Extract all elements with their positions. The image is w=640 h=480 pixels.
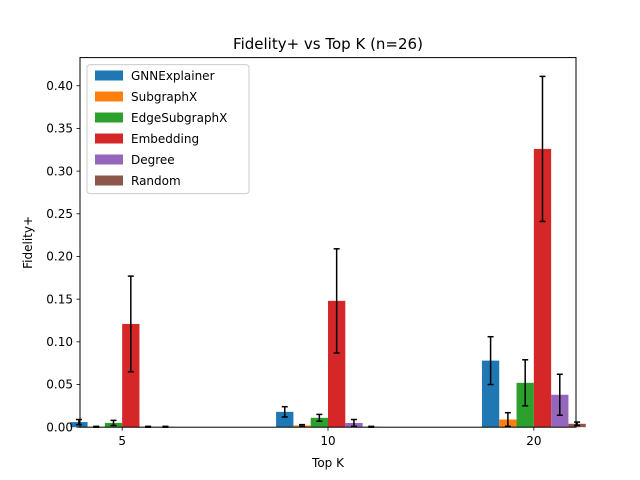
y-tick-label: 0.20: [46, 250, 73, 264]
bar-gnnexplainer-10: [276, 411, 294, 428]
legend-label: Embedding: [131, 132, 199, 146]
chart-title: Fidelity+ vs Top K (n=26): [233, 35, 423, 53]
x-axis: 5 10 20: [118, 427, 541, 448]
bar-embedding-20: [533, 148, 552, 428]
legend-label: EdgeSubgraphX: [131, 111, 227, 125]
error-bar-embedding-20: [539, 75, 546, 223]
error-bar-subgraphx-20: [504, 411, 511, 428]
legend: GNNExplainer SubgraphX EdgeSubgraphX Embedd…: [86, 64, 250, 195]
legend-label: Degree: [131, 153, 175, 167]
x-tick-label: 20: [526, 434, 541, 448]
bar-edgesubgraphx-10: [310, 417, 328, 428]
bar-gnnexplainer-20: [481, 360, 500, 428]
legend-item-degree: Degree: [95, 153, 175, 167]
legend-swatch: [95, 112, 123, 123]
error-bar-subgraphx-10: [299, 423, 306, 428]
bar-embedding-10: [328, 300, 346, 428]
y-tick-label: 0.35: [46, 122, 73, 136]
error-bar-degree-20: [556, 373, 563, 416]
error-bar-degree-10: [350, 418, 357, 428]
error-bar-random-20: [574, 421, 581, 427]
y-tick-label: 0.40: [46, 79, 73, 93]
legend-label: GNNExplainer: [131, 69, 215, 83]
legend-swatch: [95, 70, 123, 81]
legend-swatch: [95, 133, 123, 144]
legend-item-embedding: Embedding: [95, 132, 199, 146]
x-tick-label: 5: [118, 434, 126, 448]
x-axis-label: Top K: [311, 456, 345, 470]
legend-swatch: [95, 154, 123, 165]
legend-item-gnnexplainer: GNNExplainer: [95, 69, 215, 83]
y-axis-label: Fidelity+: [21, 216, 35, 269]
y-tick-label: 0.30: [46, 164, 73, 178]
error-bar-gnnexplainer-20: [487, 335, 494, 386]
error-bar-gnnexplainer-5: [75, 418, 82, 426]
y-tick-label: 0.00: [46, 420, 73, 434]
error-bar-embedding-10: [333, 248, 340, 354]
legend-label: SubgraphX: [131, 90, 197, 104]
y-tick-label: 0.05: [46, 378, 73, 392]
bar-embedding-5: [122, 323, 140, 428]
error-bar-gnnexplainer-10: [281, 405, 288, 418]
legend-label: Random: [131, 174, 181, 188]
y-tick-label: 0.15: [46, 292, 73, 306]
y-tick-label: 0.10: [46, 335, 73, 349]
legend-item-subgraphx: SubgraphX: [95, 90, 197, 104]
error-bars-layer: [75, 75, 581, 428]
legend-frame: [86, 64, 250, 195]
y-axis: 0.00 0.05 0.10 0.15 0.20 0.25 0.30 0.35 0.40: [46, 79, 80, 434]
error-bar-edgesubgraphx-20: [522, 359, 529, 407]
error-bar-edgesubgraphx-5: [110, 419, 117, 427]
error-bar-embedding-5: [127, 275, 134, 373]
error-bar-edgesubgraphx-10: [316, 413, 323, 422]
x-tick-label: 10: [320, 434, 335, 448]
legend-item-edgesubgraphx: EdgeSubgraphX: [95, 111, 227, 125]
legend-swatch: [95, 91, 123, 102]
legend-swatch: [95, 175, 123, 186]
y-tick-label: 0.25: [46, 207, 73, 221]
legend-item-random: Random: [95, 174, 181, 188]
